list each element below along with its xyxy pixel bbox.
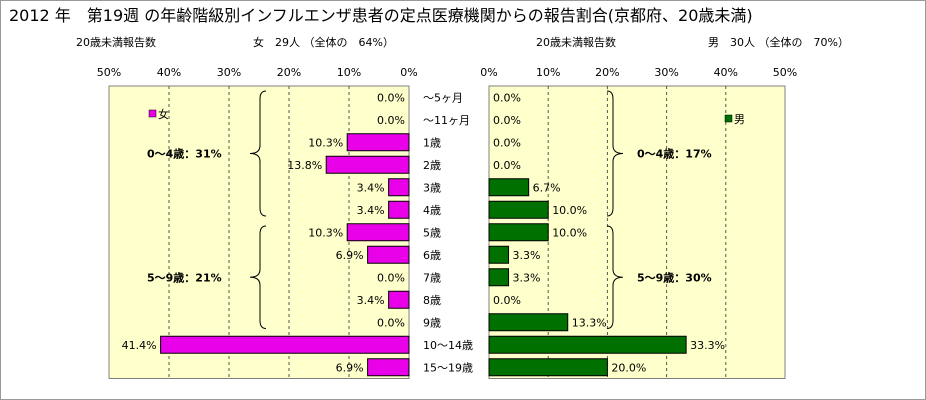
female-data-label: 41.4% — [122, 339, 157, 352]
male-data-label: 6.7% — [533, 181, 561, 194]
male-bar — [488, 268, 510, 287]
female-bar — [388, 290, 410, 309]
female-x-tick-label: 10% — [337, 66, 361, 79]
female-legend-label: 女 — [158, 107, 169, 121]
female-x-tick-label: 20% — [277, 66, 301, 79]
male-age-group-brace — [606, 225, 624, 329]
male-data-label: 3.3% — [513, 271, 541, 284]
female-age-group-brace — [249, 90, 267, 217]
female-bar — [346, 223, 410, 242]
female-data-label: 6.9% — [336, 249, 364, 262]
female-report-summary: 女 29人 （全体の 64%） — [253, 36, 394, 49]
male-data-label: 0.0% — [493, 136, 521, 149]
category-label: 2歳 — [423, 159, 441, 172]
female-report-label: 20歳未満報告数 — [76, 36, 156, 49]
female-data-label: 3.4% — [357, 181, 385, 194]
female-bar — [388, 178, 410, 197]
category-label: 〜11ヶ月 — [423, 114, 470, 127]
male-bar — [488, 335, 687, 354]
female-data-label: 13.8% — [287, 159, 322, 172]
male-data-label: 0.0% — [493, 114, 521, 127]
male-report-summary: 男 30人 （全体の 70%） — [708, 36, 849, 49]
category-label: 〜5ヶ月 — [423, 91, 463, 104]
female-data-label: 0.0% — [377, 91, 405, 104]
male-data-label: 10.0% — [552, 204, 587, 217]
female-data-label: 0.0% — [377, 316, 405, 329]
category-label: 6歳 — [423, 249, 441, 262]
category-label: 8歳 — [423, 294, 441, 307]
male-age-group-brace — [606, 90, 624, 217]
female-data-label: 10.3% — [308, 136, 343, 149]
male-bar — [488, 178, 530, 197]
female-legend-swatch — [148, 109, 157, 118]
male-data-label: 0.0% — [493, 91, 521, 104]
male-x-tick-label: 20% — [595, 66, 619, 79]
male-data-label: 3.3% — [513, 249, 541, 262]
male-x-tick-label: 0% — [480, 66, 497, 79]
male-data-label: 10.0% — [552, 226, 587, 239]
female-data-label: 6.9% — [336, 361, 364, 374]
chart-title: 2012 年 第19週 の年齢階級別インフルエンザ患者の定点医療機関からの報告割… — [9, 6, 753, 25]
female-data-label: 3.4% — [357, 204, 385, 217]
category-label: 1歳 — [423, 136, 441, 149]
male-x-tick-label: 50% — [773, 66, 797, 79]
female-data-label: 0.0% — [377, 114, 405, 127]
male-bar — [488, 223, 549, 242]
female-bar — [346, 133, 410, 152]
male-bar — [488, 313, 569, 332]
category-label: 9歳 — [423, 316, 441, 329]
male-x-tick-label: 40% — [714, 66, 738, 79]
male-x-tick-label: 10% — [536, 66, 560, 79]
category-label: 5歳 — [423, 226, 441, 239]
category-label: 3歳 — [423, 181, 441, 194]
female-data-label: 10.3% — [308, 226, 343, 239]
male-bar — [488, 245, 510, 264]
male-data-label: 20.0% — [611, 361, 646, 374]
category-label: 10〜14歳 — [423, 339, 473, 352]
female-bar — [160, 335, 410, 354]
female-bar — [367, 245, 410, 264]
female-age-group-annotation: 5〜9歳：21% — [147, 270, 222, 284]
category-label: 7歳 — [423, 271, 441, 284]
female-age-group-annotation: 0〜4歳：31% — [147, 147, 222, 161]
category-label: 15〜19歳 — [423, 361, 473, 374]
female-x-tick-label: 40% — [157, 66, 181, 79]
female-bar — [367, 358, 410, 377]
female-x-tick-label: 30% — [217, 66, 241, 79]
male-x-tick-label: 30% — [654, 66, 678, 79]
female-bar — [388, 200, 410, 219]
male-report-label: 20歳未満報告数 — [536, 36, 616, 49]
female-bar — [325, 155, 410, 174]
female-x-tick-label: 0% — [400, 66, 417, 79]
male-bar — [488, 358, 608, 377]
female-data-label: 0.0% — [377, 271, 405, 284]
female-data-label: 3.4% — [357, 294, 385, 307]
male-data-label: 13.3% — [572, 316, 607, 329]
male-data-label: 33.3% — [690, 339, 725, 352]
male-data-label: 0.0% — [493, 159, 521, 172]
female-x-tick-label: 50% — [97, 66, 121, 79]
male-legend-swatch — [724, 114, 733, 123]
male-age-group-annotation: 5〜9歳：30% — [637, 270, 712, 284]
category-label: 4歳 — [423, 204, 441, 217]
female-age-group-brace — [249, 225, 267, 329]
male-bar — [488, 200, 549, 219]
male-legend-label: 男 — [734, 113, 745, 126]
male-data-label: 0.0% — [493, 294, 521, 307]
male-age-group-annotation: 0〜4歳：17% — [637, 147, 712, 161]
